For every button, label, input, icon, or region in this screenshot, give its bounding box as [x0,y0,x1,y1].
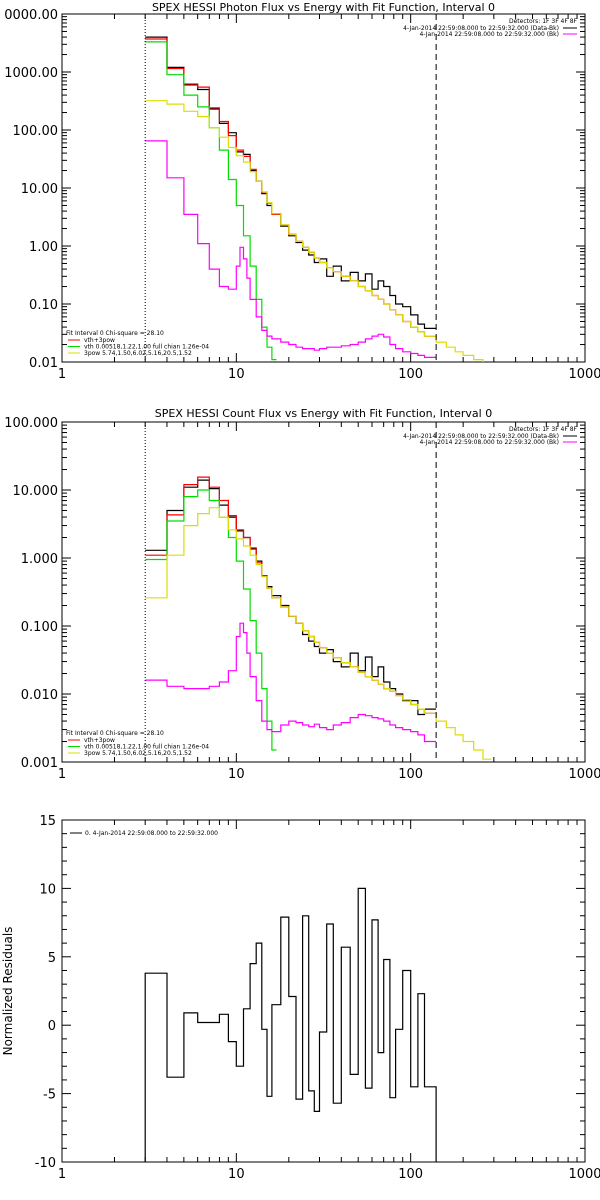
chart-title: SPEX HESSI Count Flux vs Energy with Fit… [155,407,492,420]
series-line-data-bk [145,479,437,716]
legend-header: Fit Interval 0 Chi-square = 28.10 [66,730,164,737]
series-line-bk [145,622,437,743]
legend-entry-label: 4-Jan-2014 22:59:08.000 to 22:59:32.000 … [419,439,559,446]
y-tick-label: 0.10 [29,298,58,313]
plot-frame [61,819,586,1163]
legend-detectors: Detectors: 1F 3F 4F 8F [509,18,578,25]
y-tick-label: 15 [39,814,56,829]
legend-detectors: Detectors: 1F 3F 4F 8F [509,426,578,433]
x-tick-label: 1 [58,367,66,382]
x-tick-label: 1000 [568,1167,600,1182]
x-tick-label: 1000 [568,367,600,382]
y-tick-label: 0.01 [29,356,58,371]
x-tick-label: 10 [228,767,245,782]
x-tick-label: 100 [398,767,423,782]
legend-header: Fit Interval 0 Chi-square = 28.10 [66,330,164,337]
x-tick-label: 100 [398,1167,423,1182]
series-line-3pow [145,507,492,760]
plot-area [144,422,492,762]
legend-entry-label: 4-Jan-2014 22:59:08.000 to 22:59:32.000 … [403,25,559,32]
count-flux-chart: SPEX HESSI Count Flux vs Energy with Fit… [4,407,600,782]
legend-entry-label: vth 0.00518,1.22,1.00 full chian 1.26e-0… [84,344,209,351]
x-tick-label: 10 [228,367,245,382]
series-line-3pow [145,100,484,362]
x-tick-label: 1000 [568,767,600,782]
plot-area [144,887,437,1162]
y-tick-label: 10 [39,882,56,897]
y-tick-label: 100.000 [4,416,58,431]
series-line-0-4-jan-2014-22-59-08-000-to-22-59-32-000 [144,887,437,1162]
series-line-vth-3pow [145,476,437,714]
legend-entry-label: vth 0.00518,1.22,1.00 full chian 1.26e-0… [84,744,209,751]
y-tick-label: 0 [48,1019,56,1034]
legend-entry-label: vth+3pow [84,337,115,344]
y-tick-label: 10.00 [21,182,58,197]
legend-entry-label: 4-Jan-2014 22:59:08.000 to 22:59:32.000 … [419,31,559,38]
chart-title: SPEX HESSI Photon Flux vs Energy with Fi… [152,1,495,14]
y-tick-label: 0.001 [21,756,58,771]
y-tick-label: 1000.00 [4,66,58,81]
y-tick-label: 0000.00 [4,8,58,23]
y-tick-label: -5 [43,1088,56,1103]
y-tick-label: 1.000 [21,552,58,567]
x-tick-label: 1 [58,767,66,782]
series-line-data-bk [145,36,437,329]
plot-area [144,14,484,362]
y-tick-label: 0.100 [21,620,58,635]
x-tick-label: 10 [228,1167,245,1182]
y-tick-label: 1.00 [29,240,58,255]
residuals-chart: 1 10 100 1000 -10 -5 0 5 10 15 Normalized Residual… [1,814,600,1182]
legend-entry-label: 3pow 5.74,1.50,6.02,5.16,20.5,1.52 [84,750,192,757]
x-tick-label: 100 [398,367,423,382]
series-line-bk [145,140,437,358]
plot-frame [61,421,586,763]
photon-flux-chart: SPEX HESSI Photon Flux vs Energy with Fi… [4,1,600,382]
y-tick-label: 5 [48,951,56,966]
legend-entry-label: 3pow 5.74,1.50,6.02,5.16,20.5,1.52 [84,350,192,357]
y-tick-label: 100.00 [13,124,59,139]
plot-frame [61,13,586,363]
series-line-vth-3pow [145,38,437,337]
series-line-vth [145,489,277,751]
series-line-vth [145,41,277,361]
y-tick-label: -10 [35,1156,56,1171]
y-axis-label: Normalized Residuals [1,927,15,1056]
x-tick-label: 1 [58,1167,66,1182]
legend-entry-label: 4-Jan-2014 22:59:08.000 to 22:59:32.000 … [403,433,559,440]
y-tick-label: 10.000 [13,484,59,499]
legend-entry-label: vth+3pow [84,737,115,744]
legend-entry-label: 0. 4-Jan-2014 22:59:08.000 to 22:59:32.0… [85,830,218,837]
y-tick-label: 0.010 [21,688,58,703]
